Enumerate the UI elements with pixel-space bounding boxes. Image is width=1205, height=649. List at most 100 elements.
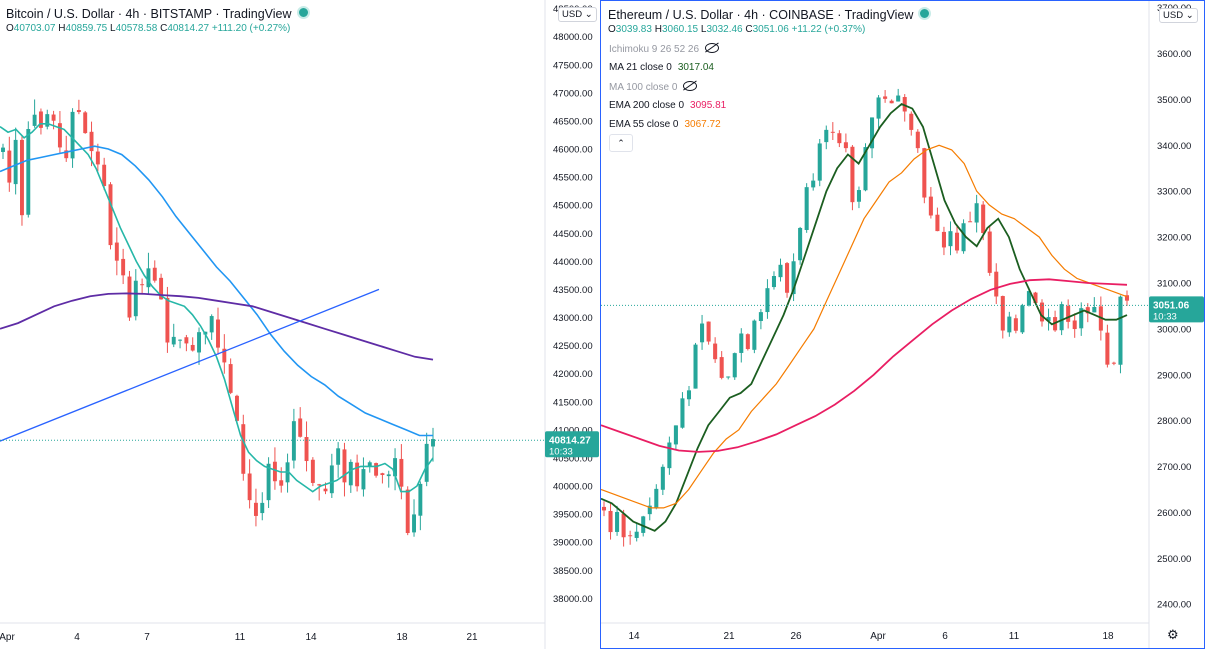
ma21-line <box>601 102 1128 532</box>
btc-chart-panel[interactable]: 48500.0048000.0047500.0047000.0046500.00… <box>0 0 599 649</box>
candle-body <box>418 483 423 516</box>
candle-body <box>329 465 334 494</box>
candle-body <box>732 353 737 378</box>
y-tick-label: 41500.00 <box>553 397 593 408</box>
indicator-ma100[interactable]: MA 100 close 0 <box>609 81 698 93</box>
candle-body <box>1046 317 1051 321</box>
y-tick-label: 43000.00 <box>553 313 593 324</box>
candle-body <box>7 150 12 183</box>
last-price-label: 40814.27 <box>549 435 591 446</box>
price-axis-area <box>545 0 599 649</box>
candle-body <box>380 473 385 476</box>
indicator-ema55[interactable]: EMA 55 close 0 3067.72 <box>609 119 721 130</box>
y-tick-label: 42500.00 <box>553 341 593 352</box>
candle-body <box>870 117 875 149</box>
y-tick-label: 2800.00 <box>1157 416 1191 427</box>
candle-body <box>830 131 835 133</box>
eth-low: 3032.46 <box>706 24 743 35</box>
indicator-ma21[interactable]: MA 21 close 0 3017.04 <box>609 62 714 73</box>
x-tick-label: 14 <box>305 632 317 643</box>
btc-change: +111.20 (+0.27%) <box>211 23 291 34</box>
y-tick-label: 45500.00 <box>553 173 593 184</box>
candle-body <box>981 204 986 234</box>
candle-body <box>628 535 633 537</box>
candle-body <box>928 196 933 216</box>
candle-body <box>45 114 50 127</box>
candle-body <box>974 203 979 223</box>
ma21-value: 3017.04 <box>677 62 714 73</box>
candle-body <box>902 97 907 112</box>
y-tick-label: 3200.00 <box>1157 233 1191 244</box>
candle-body <box>863 147 868 191</box>
candle-body <box>601 506 607 511</box>
gear-icon[interactable]: ⚙ <box>1167 627 1179 642</box>
candle-body <box>673 425 678 445</box>
eth-chart-canvas[interactable]: 3700.003600.003500.003400.003300.003200.… <box>601 1 1205 649</box>
chevron-down-icon: ⌄ <box>584 9 593 20</box>
candle-body <box>178 339 183 341</box>
candle-body <box>361 469 366 490</box>
eth-chart-panel[interactable]: 3700.003600.003500.003400.003300.003200.… <box>600 0 1205 649</box>
candle-body <box>909 113 914 130</box>
candle-body <box>291 421 296 461</box>
candle-body <box>228 364 233 393</box>
eth-chart-title: Ethereum / U.S. Dollar · 4h · COINBASE ·… <box>608 7 932 22</box>
indicator-ema200[interactable]: EMA 200 close 0 3095.81 <box>609 100 726 111</box>
candle-body <box>342 449 347 483</box>
eye-crossed-icon[interactable] <box>705 43 720 53</box>
x-tick-label: 7 <box>144 632 150 643</box>
eth-open: 3039.83 <box>615 24 652 35</box>
indicator-label: MA 21 close 0 <box>609 62 672 73</box>
candle-body <box>994 271 999 297</box>
candle-body <box>140 284 145 286</box>
candle-body <box>1085 307 1090 314</box>
eth-o-label: O <box>608 24 616 35</box>
candle-body <box>987 231 992 273</box>
candle-body <box>667 442 672 469</box>
candle-body <box>1059 304 1064 331</box>
candle-body <box>608 510 613 533</box>
candle-body <box>889 100 894 104</box>
btc-chart-canvas[interactable]: 48500.0048000.0047500.0047000.0046500.00… <box>0 0 599 649</box>
ema200-line <box>601 278 1128 453</box>
eye-crossed-icon[interactable] <box>683 81 698 91</box>
eth-currency-button[interactable]: USD ⌄ <box>1159 8 1198 23</box>
y-tick-label: 3300.00 <box>1157 187 1191 198</box>
candle-body <box>76 110 81 113</box>
x-tick-label: 14 <box>628 631 640 642</box>
candle-body <box>399 458 404 487</box>
candle-body <box>222 348 227 363</box>
candle-body <box>752 320 757 350</box>
candle-body <box>121 258 126 276</box>
x-tick-label: 18 <box>396 632 408 643</box>
candle-body <box>1111 362 1116 364</box>
candle-body <box>83 112 88 134</box>
x-tick-label: Apr <box>0 632 15 643</box>
indicator-label: Ichimoku 9 26 52 26 <box>609 44 700 55</box>
y-tick-label: 40500.00 <box>553 453 593 464</box>
candle-body <box>680 398 685 428</box>
btc-currency-button[interactable]: USD ⌄ <box>558 7 597 22</box>
eth-title-text: Ethereum / U.S. Dollar · 4h · COINBASE ·… <box>608 8 914 22</box>
chevron-down-icon: ⌄ <box>1185 10 1194 21</box>
candle-body <box>1072 320 1077 330</box>
x-tick-label: Apr <box>870 631 886 642</box>
btc-h-label: H <box>58 23 66 34</box>
y-tick-label: 45000.00 <box>553 201 593 212</box>
candle-body <box>935 214 940 232</box>
ema55-line <box>601 144 1128 509</box>
indicator-ichimoku[interactable]: Ichimoku 9 26 52 26 <box>609 43 720 55</box>
candle-body <box>355 462 360 487</box>
candle-body <box>412 514 416 533</box>
candle-body <box>114 242 119 261</box>
collapse-indicators-button[interactable]: ⌃ <box>609 134 633 152</box>
candle-body <box>266 463 271 501</box>
candle-body <box>108 184 113 246</box>
candle-body <box>1013 318 1018 331</box>
candle-body <box>374 463 379 476</box>
y-tick-label: 40000.00 <box>553 482 593 493</box>
btc-c-label: C <box>160 23 168 34</box>
btc-o-label: O <box>6 23 14 34</box>
btc-open: 40703.07 <box>13 23 56 34</box>
y-tick-label: 43500.00 <box>553 285 593 296</box>
